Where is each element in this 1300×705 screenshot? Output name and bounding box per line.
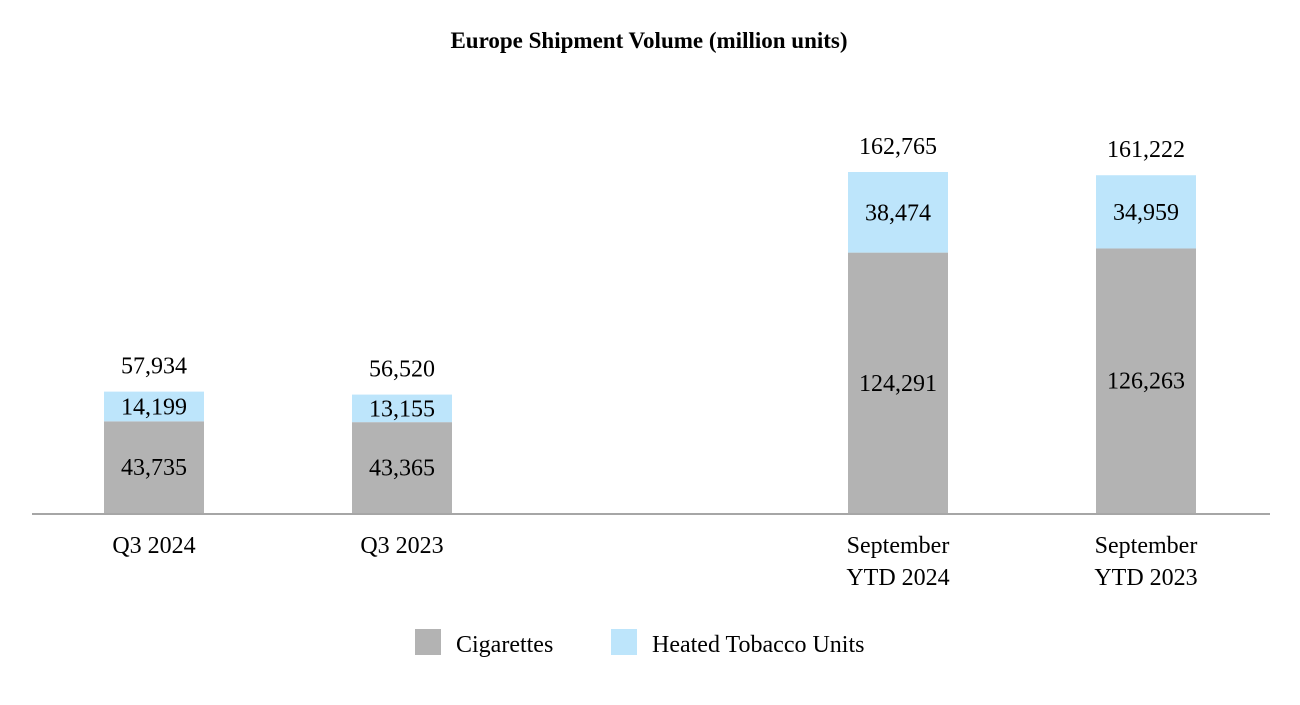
category-label-1-line-0: Q3 2023	[360, 533, 443, 559]
legend-label-cigarettes: Cigarettes	[456, 632, 553, 658]
legend: Cigarettes Heated Tobacco Units	[415, 629, 864, 658]
category-label-0-line-0: Q3 2024	[112, 533, 195, 559]
bar-heated-tobacco-1	[352, 394, 452, 423]
legend-label-heated-tobacco: Heated Tobacco Units	[652, 632, 864, 658]
category-labels: Q3 2024 Q3 2023 September YTD 2024 September…	[112, 533, 1197, 591]
category-label-2-line-1: YTD 2024	[846, 565, 949, 591]
total-label-3: 161,222	[1107, 137, 1185, 163]
bars-group: 43,735 14,199 57,934 43,365 13,155 56,520 124,…	[104, 134, 1196, 513]
bar-heated-tobacco-0	[104, 391, 204, 422]
bar-heated-tobacco-3	[1096, 175, 1196, 249]
bar-cigarettes-3	[1096, 248, 1196, 513]
chart-title: Europe Shipment Volume (million units)	[450, 28, 847, 53]
total-label-0: 57,934	[121, 354, 187, 380]
total-label-2: 162,765	[859, 134, 937, 160]
legend-swatch-cigarettes	[415, 629, 441, 655]
category-label-3-line-0: September	[1095, 533, 1198, 559]
bar-cigarettes-0	[104, 421, 204, 513]
bar-heated-tobacco-2	[848, 172, 948, 253]
bar-value-label-heated-tobacco-1: 13,155	[369, 396, 435, 422]
bar-value-label-cigarettes-0: 43,735	[121, 455, 187, 481]
bar-cigarettes-1	[352, 422, 452, 513]
bar-value-label-cigarettes-2: 124,291	[859, 371, 937, 397]
bar-value-label-cigarettes-3: 126,263	[1107, 369, 1185, 395]
bar-cigarettes-2	[848, 252, 948, 513]
bar-value-label-heated-tobacco-0: 14,199	[121, 394, 187, 420]
bar-value-label-cigarettes-1: 43,365	[369, 456, 435, 482]
total-label-1: 56,520	[369, 357, 435, 383]
legend-swatch-heated-tobacco	[611, 629, 637, 655]
bar-value-label-heated-tobacco-2: 38,474	[865, 200, 931, 226]
category-label-2-line-0: September	[847, 533, 950, 559]
bar-value-label-heated-tobacco-3: 34,959	[1113, 200, 1179, 226]
category-label-3-line-1: YTD 2023	[1094, 565, 1197, 591]
